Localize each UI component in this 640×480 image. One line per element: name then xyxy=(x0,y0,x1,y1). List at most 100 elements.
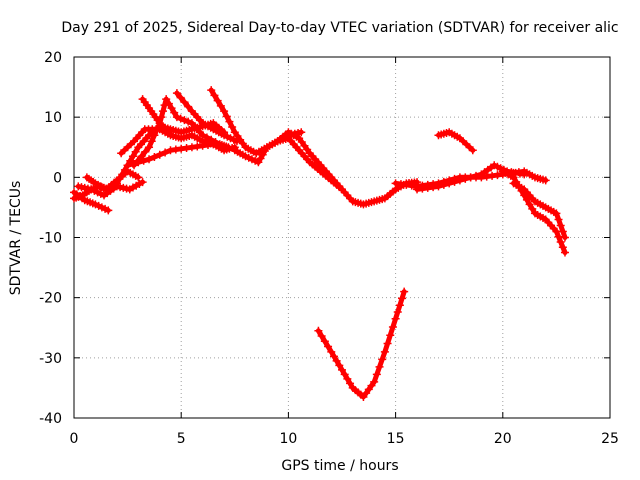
data-point xyxy=(297,128,306,137)
data-point xyxy=(145,155,154,164)
data-point xyxy=(170,108,179,117)
data-point xyxy=(104,206,113,215)
data-point xyxy=(511,168,520,177)
data-point xyxy=(413,185,422,194)
data-point xyxy=(340,370,349,379)
data-point xyxy=(556,238,565,247)
x-tick-label: 5 xyxy=(177,431,186,447)
data-point xyxy=(520,170,529,179)
y-tick-label: -30 xyxy=(39,351,62,367)
data-point xyxy=(164,99,173,108)
data-point xyxy=(391,314,400,323)
data-point xyxy=(139,156,148,165)
data-point xyxy=(115,174,124,183)
data-point xyxy=(388,322,397,331)
data-point xyxy=(131,147,140,156)
data-point xyxy=(177,144,186,153)
data-point xyxy=(138,178,147,187)
data-point xyxy=(193,142,202,151)
data-point xyxy=(370,377,379,386)
data-point xyxy=(120,165,129,174)
data-point xyxy=(472,171,480,180)
data-point xyxy=(429,183,438,192)
series-arc-13 xyxy=(273,134,346,194)
data-point xyxy=(558,243,567,252)
data-point xyxy=(327,347,336,356)
data-point xyxy=(402,180,411,189)
data-point xyxy=(556,221,565,230)
series-arc-17 xyxy=(498,167,569,257)
data-point xyxy=(162,95,171,104)
y-tick-labels: -40 -30 -20 -10 0 10 20 xyxy=(39,50,62,427)
series-layer xyxy=(70,86,569,401)
data-point xyxy=(184,117,193,126)
data-point xyxy=(391,179,400,188)
data-point xyxy=(386,331,395,340)
x-tick-label: 10 xyxy=(279,431,297,447)
data-point xyxy=(164,128,173,137)
data-point xyxy=(172,89,181,98)
data-point xyxy=(418,184,427,193)
y-tick-label: 0 xyxy=(53,170,62,186)
data-point xyxy=(466,173,475,182)
x-tick-labels: 0 5 10 15 20 25 xyxy=(70,431,619,447)
x-tick-label: 20 xyxy=(494,431,512,447)
y-tick-label: 20 xyxy=(44,50,62,66)
data-point xyxy=(134,158,143,167)
tick-marks xyxy=(73,56,611,419)
data-point xyxy=(198,141,207,150)
data-point xyxy=(222,112,231,121)
data-point xyxy=(228,122,237,131)
data-point xyxy=(158,107,167,116)
data-point xyxy=(182,144,191,153)
data-point xyxy=(468,146,477,155)
data-point xyxy=(213,96,222,105)
data-point xyxy=(204,140,212,149)
data-point xyxy=(552,209,561,218)
data-point xyxy=(176,114,185,123)
data-point xyxy=(393,307,402,316)
data-point xyxy=(180,98,189,107)
data-point xyxy=(434,182,443,191)
series-arc-18 xyxy=(509,179,569,242)
data-point xyxy=(167,104,176,113)
data-point xyxy=(525,200,534,209)
y-tick-label: -40 xyxy=(39,411,62,427)
data-point xyxy=(482,172,491,181)
data-point xyxy=(375,362,384,371)
data-point xyxy=(332,356,341,365)
data-point xyxy=(338,185,346,194)
data-point xyxy=(128,159,137,168)
x-axis-label: GPS time / hours xyxy=(281,458,398,474)
data-point xyxy=(123,161,132,170)
data-point xyxy=(400,287,409,296)
data-point xyxy=(558,227,567,236)
data-point xyxy=(317,332,326,341)
series-arc-12 xyxy=(230,128,422,209)
series-arc-7 xyxy=(138,95,173,137)
series-arc-16 xyxy=(434,128,477,155)
data-point xyxy=(155,150,164,159)
data-point xyxy=(128,152,137,161)
data-point xyxy=(450,177,459,186)
data-point xyxy=(112,179,121,188)
data-point xyxy=(346,379,355,388)
data-point xyxy=(184,102,193,111)
data-point xyxy=(171,145,180,154)
data-point xyxy=(198,131,207,140)
data-point xyxy=(166,146,175,155)
x-tick-label: 25 xyxy=(601,431,619,447)
data-point xyxy=(522,195,531,204)
data-point xyxy=(150,131,159,140)
series-arc-9 xyxy=(123,140,239,170)
chart-title: Day 291 of 2025, Sidereal Day-to-day VTE… xyxy=(61,20,618,36)
data-point xyxy=(423,183,432,192)
data-point xyxy=(134,173,143,182)
data-point xyxy=(541,176,550,185)
data-point xyxy=(180,116,189,125)
data-point xyxy=(372,370,381,379)
data-point xyxy=(407,181,416,190)
data-point xyxy=(329,352,338,361)
data-point xyxy=(172,113,181,122)
